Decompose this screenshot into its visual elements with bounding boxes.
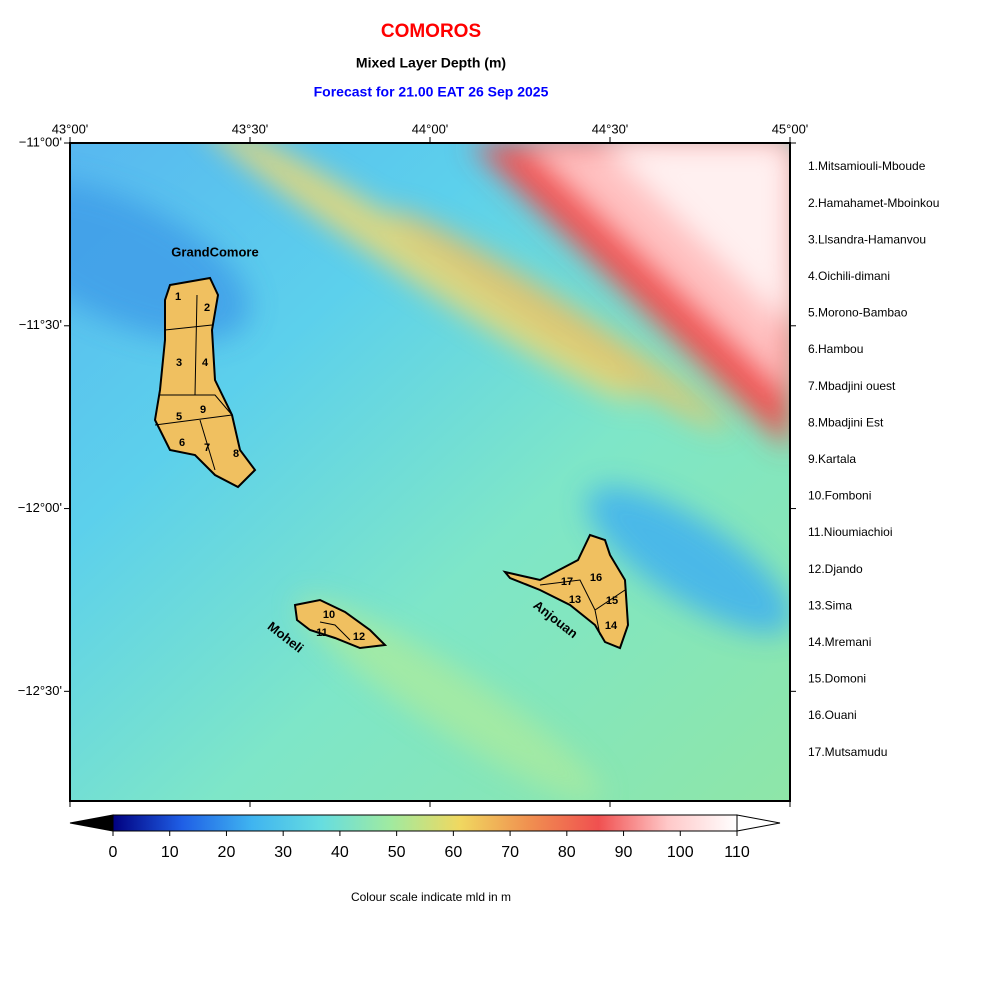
legend-entry: 7.Mbadjini ouest	[808, 379, 896, 393]
colorbar-tick-label: 100	[667, 844, 694, 861]
subtitle: Mixed Layer Depth (m)	[356, 55, 506, 71]
colorbar-tick-label: 80	[558, 844, 576, 861]
lat-tick-label: −11°00'	[19, 134, 62, 149]
district-number: 14	[605, 620, 618, 632]
colorbar-tick-label: 50	[388, 844, 406, 861]
district-number: 5	[176, 411, 182, 423]
lon-tick-label: 44°30'	[592, 121, 629, 136]
district-number: 11	[316, 627, 328, 639]
colorbar-under	[69, 814, 114, 832]
lat-tick-label: −12°00'	[18, 500, 62, 515]
lon-tick-label: 43°30'	[232, 121, 269, 136]
lon-tick-label: 44°00'	[412, 121, 449, 136]
district-number: 2	[204, 302, 210, 314]
legend-entry: 12.Djando	[808, 562, 863, 576]
legend-entry: 11.Nioumiachioi	[808, 525, 893, 539]
island-label: GrandComore	[171, 244, 258, 259]
colorbar-tick-label: 70	[501, 844, 519, 861]
field	[70, 143, 790, 801]
lon-tick-label: 45°00'	[772, 121, 809, 136]
colorbar-over	[736, 814, 781, 832]
colorbar-tick-label: 30	[274, 844, 292, 861]
colorbar-tick-label: 110	[724, 844, 750, 861]
colorbar-tick-label: 10	[161, 844, 179, 861]
district-number: 10	[323, 609, 335, 621]
legend-entry: 6.Hambou	[808, 342, 863, 356]
lat-tick-label: −12°30'	[18, 683, 62, 698]
forecast: Forecast for 21.00 EAT 26 Sep 2025	[314, 84, 549, 100]
district-number: 3	[176, 357, 182, 369]
legend-entry: 5.Morono-Bambao	[808, 306, 908, 320]
title: COMOROS	[381, 21, 481, 42]
legend-entry: 9.Kartala	[808, 452, 856, 466]
colorbar-tick-label: 40	[331, 844, 349, 861]
colorbar-tick-label: 20	[218, 844, 236, 861]
colorbar-tick-label: 90	[615, 844, 633, 861]
legend-entry: 8.Mbadjini Est	[808, 415, 884, 429]
legend-entry: 3.Llsandra-Hamanvou	[808, 232, 926, 246]
district-number: 1	[175, 291, 181, 303]
colorbar-tick-label: 60	[444, 844, 462, 861]
district-number: 13	[569, 594, 581, 606]
district-number: 9	[200, 404, 206, 416]
district-borders	[154, 294, 626, 641]
district-number: 16	[590, 572, 602, 584]
district-number: 7	[204, 442, 210, 454]
colorbar-tick-label: 0	[109, 844, 118, 861]
legend-entry: 15.Domoni	[808, 672, 866, 686]
district-number: 17	[561, 576, 573, 588]
district-number: 4	[202, 357, 209, 369]
colorbar	[112, 814, 738, 832]
district-number: 12	[353, 631, 365, 643]
lat-tick-label: −11°30'	[19, 317, 62, 332]
legend-entry: 16.Ouani	[808, 708, 857, 722]
legend-entry: 1.Mitsamiouli-Mboude	[808, 159, 926, 173]
district-number: 8	[233, 448, 239, 460]
district-number: 6	[179, 437, 185, 449]
legend-entry: 10.Fomboni	[808, 489, 871, 503]
legend-entry: 13.Sima	[808, 598, 852, 612]
legend-entry: 2.Hamahamet-Mboinkou	[808, 196, 939, 210]
lon-tick-label: 43°00'	[52, 121, 89, 136]
legend-entry: 14.Mremani	[808, 635, 871, 649]
legend-entry: 4.Oichili-dimani	[808, 269, 890, 283]
district-number: 15	[606, 595, 618, 607]
colorbar-caption: Colour scale indicate mld in m	[351, 890, 511, 904]
legend-entry: 17.Mutsamudu	[808, 745, 887, 759]
